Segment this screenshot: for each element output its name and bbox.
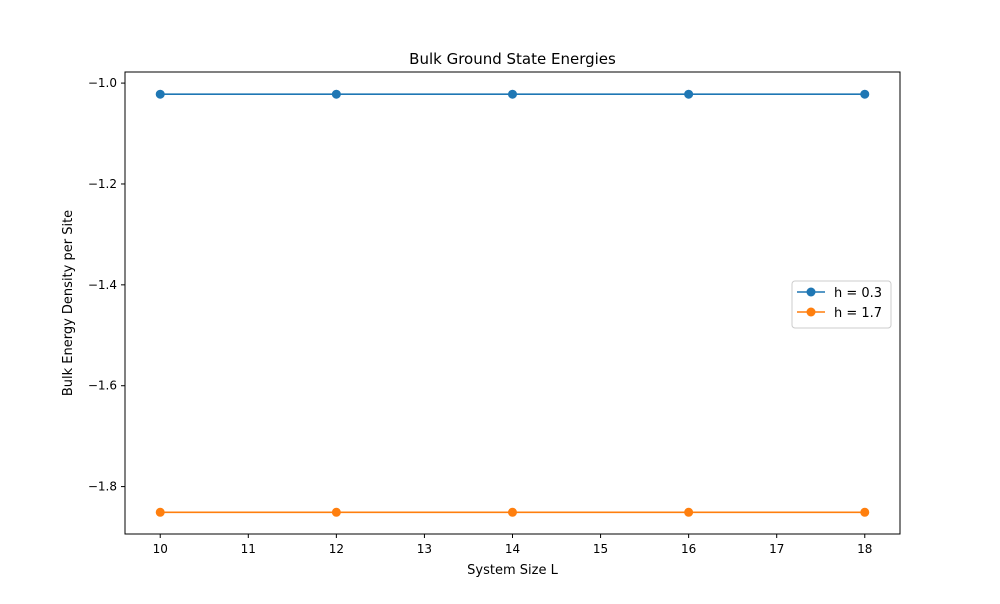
series-point bbox=[155, 507, 165, 517]
legend: h = 0.3 h = 1.7 bbox=[791, 280, 892, 329]
x-axis-label: System Size L bbox=[467, 563, 558, 578]
x-tick-label: 11 bbox=[241, 542, 256, 556]
x-tick-label: 13 bbox=[417, 542, 432, 556]
y-tick-label: −1.8 bbox=[88, 480, 117, 494]
chart-title: Bulk Ground State Energies bbox=[409, 50, 616, 68]
y-axis-label: Bulk Energy Density per Site bbox=[61, 210, 76, 396]
legend-marker bbox=[806, 287, 816, 297]
series-point bbox=[508, 507, 517, 517]
series-point bbox=[684, 89, 694, 99]
series-point bbox=[860, 507, 870, 517]
legend-label: h = 1.7 bbox=[834, 306, 882, 321]
series-point bbox=[331, 507, 341, 517]
series-point bbox=[860, 89, 870, 99]
x-tick-label: 16 bbox=[681, 542, 696, 556]
series-layer bbox=[155, 89, 870, 517]
x-tick-label: 14 bbox=[505, 542, 520, 556]
x-tick-label: 18 bbox=[857, 542, 872, 556]
series-point bbox=[684, 507, 694, 517]
x-tick-label: 17 bbox=[769, 542, 784, 556]
y-tick-label: −1.2 bbox=[88, 177, 117, 191]
x-tick-label: 12 bbox=[329, 542, 344, 556]
y-tick-label: −1.4 bbox=[88, 278, 117, 292]
x-tick-label: 15 bbox=[593, 542, 608, 556]
legend-label: h = 0.3 bbox=[834, 286, 882, 301]
y-tick-label: −1.6 bbox=[88, 379, 117, 393]
y-axis-ticks: −1.0 −1.2 −1.4 −1.6 −1.8 bbox=[88, 76, 125, 494]
x-tick-label: 10 bbox=[153, 542, 168, 556]
y-tick-label: −1.0 bbox=[88, 76, 117, 90]
series-point bbox=[155, 89, 165, 99]
x-axis-ticks: 10 11 12 13 14 15 16 17 18 bbox=[153, 534, 872, 556]
series-point bbox=[508, 89, 517, 99]
legend-marker bbox=[806, 307, 816, 317]
series-point bbox=[331, 89, 341, 99]
